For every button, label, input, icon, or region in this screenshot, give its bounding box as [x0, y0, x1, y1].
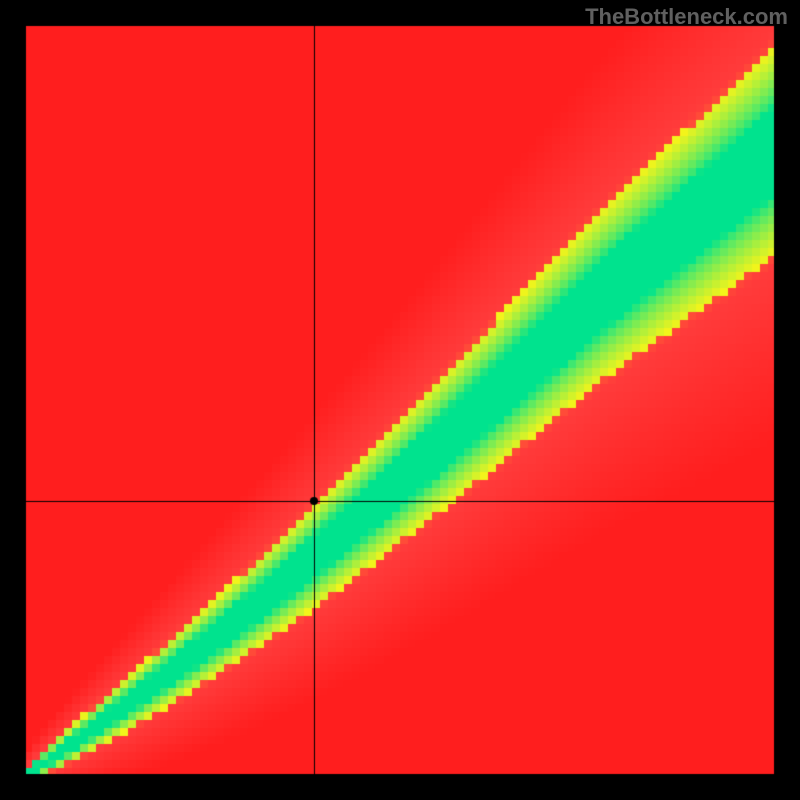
bottleneck-heatmap	[0, 0, 800, 800]
watermark-text: TheBottleneck.com	[585, 4, 788, 30]
